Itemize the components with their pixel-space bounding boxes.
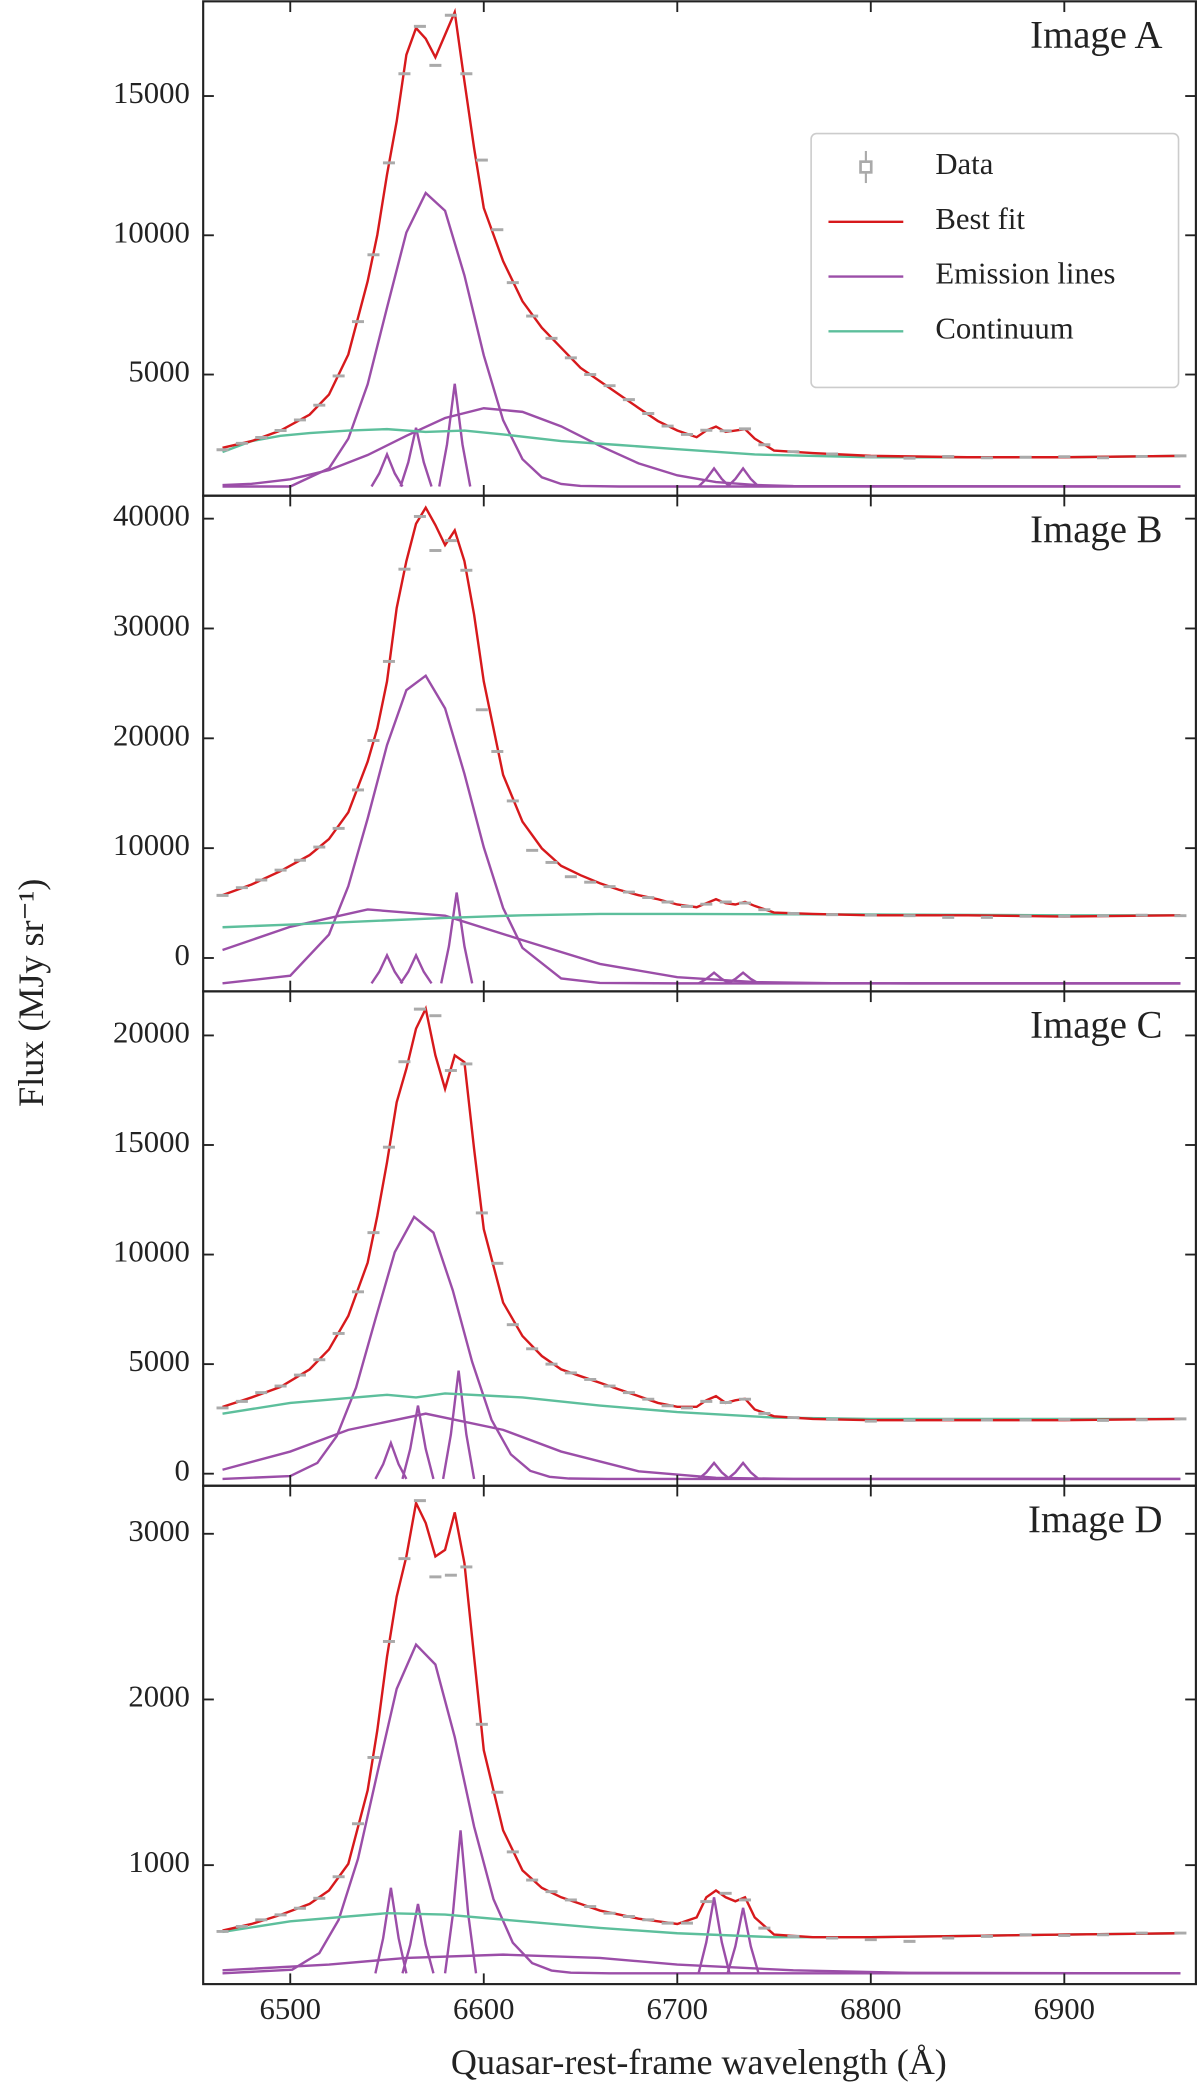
series-line [374, 1439, 408, 1480]
y-tick-label: 30000 [113, 609, 190, 643]
series-line [399, 427, 433, 487]
series-line [222, 1642, 1181, 1975]
series-line [399, 952, 433, 985]
y-tick-label: 0 [174, 1454, 189, 1488]
y-tick-label: 20000 [113, 1015, 190, 1049]
panel-annotation: Image B [1030, 508, 1162, 551]
panel: 5000 10000 15000 Image A Data Best fit Emissio… [113, 0, 1197, 497]
y-tick-label: 10000 [113, 215, 190, 249]
x-tick-label: 6600 [453, 1992, 514, 2026]
y-tick-label: 20000 [113, 718, 190, 752]
series-line [222, 1215, 1181, 1481]
x-tick-label: 6700 [647, 1992, 708, 2026]
series-line [443, 1830, 478, 1974]
panel-annotation: Image D [1028, 1498, 1162, 1541]
panel: 1000 2000 3000 6500 6600 6700 6800 6900 Image D [128, 1484, 1197, 2026]
legend-label: Continuum [935, 311, 1073, 345]
series-line [222, 1004, 1181, 1422]
series-line [222, 427, 1181, 459]
series-line [697, 1897, 731, 1974]
series-line [697, 971, 731, 985]
x-tick-label: 6800 [840, 1992, 901, 2026]
y-tick-label: 1000 [128, 1845, 189, 1879]
series-line [441, 1370, 476, 1480]
series-line [726, 1461, 760, 1480]
series-line [222, 505, 1181, 918]
panel: 0 5000 10000 15000 20000 Image C [113, 990, 1197, 1488]
series-line [697, 1461, 731, 1480]
plot-area [216, 505, 1187, 985]
series-line [401, 1903, 435, 1974]
series-line [222, 1499, 1181, 1939]
x-axis-label: Quasar-rest-frame wavelength (Å) [451, 2042, 947, 2082]
panel: 0 10000 20000 30000 40000 Image B [113, 494, 1197, 993]
series-line [374, 1887, 408, 1974]
series-line [440, 892, 474, 984]
y-tick-label: 0 [174, 938, 189, 972]
y-tick-label: 5000 [128, 1344, 189, 1378]
y-tick-label: 3000 [128, 1514, 189, 1548]
x-tick-label: 6900 [1034, 1992, 1095, 2026]
series-line [438, 383, 472, 487]
legend-label: Best fit [935, 202, 1025, 236]
series-line [222, 407, 1181, 488]
y-tick-label: 5000 [128, 355, 189, 389]
plot-area [216, 1499, 1187, 1975]
panel-frame [202, 1484, 1197, 1986]
series-line [222, 7, 1181, 459]
series-line [222, 1911, 1181, 1939]
legend-label: Data [935, 147, 993, 181]
series-line [222, 908, 1181, 985]
series-line [222, 190, 1181, 488]
legend-marker [859, 160, 873, 174]
panel-frame [202, 990, 1197, 1487]
series-line [726, 1907, 760, 1974]
series-line [370, 952, 404, 985]
series-line [370, 451, 404, 488]
series-line [222, 1392, 1181, 1421]
panel-annotation: Image C [1030, 1004, 1162, 1047]
y-axis-label: Flux (MJy sr⁻¹) [11, 879, 51, 1107]
series-line [727, 971, 760, 985]
legend: Data Best fit Emission lines Continuum [810, 132, 1180, 389]
plot-area [216, 1004, 1187, 1481]
y-tick-label: 10000 [113, 1235, 190, 1269]
series-line [222, 673, 1181, 985]
panel-annotation: Image A [1030, 14, 1162, 57]
y-tick-label: 40000 [113, 499, 190, 533]
y-tick-label: 15000 [113, 1125, 190, 1159]
series-line [697, 466, 731, 488]
plot-area [216, 7, 1187, 488]
y-tick-label: 15000 [113, 76, 190, 110]
legend-box [810, 132, 1180, 389]
series-line [401, 1405, 435, 1480]
legend-label: Emission lines [935, 257, 1115, 291]
series-line [222, 1412, 1181, 1481]
y-tick-label: 2000 [128, 1680, 189, 1714]
x-tick-label: 6500 [260, 1992, 321, 2026]
y-tick-label: 10000 [113, 828, 190, 862]
series-line [726, 466, 760, 488]
series-line [222, 1953, 1181, 1975]
